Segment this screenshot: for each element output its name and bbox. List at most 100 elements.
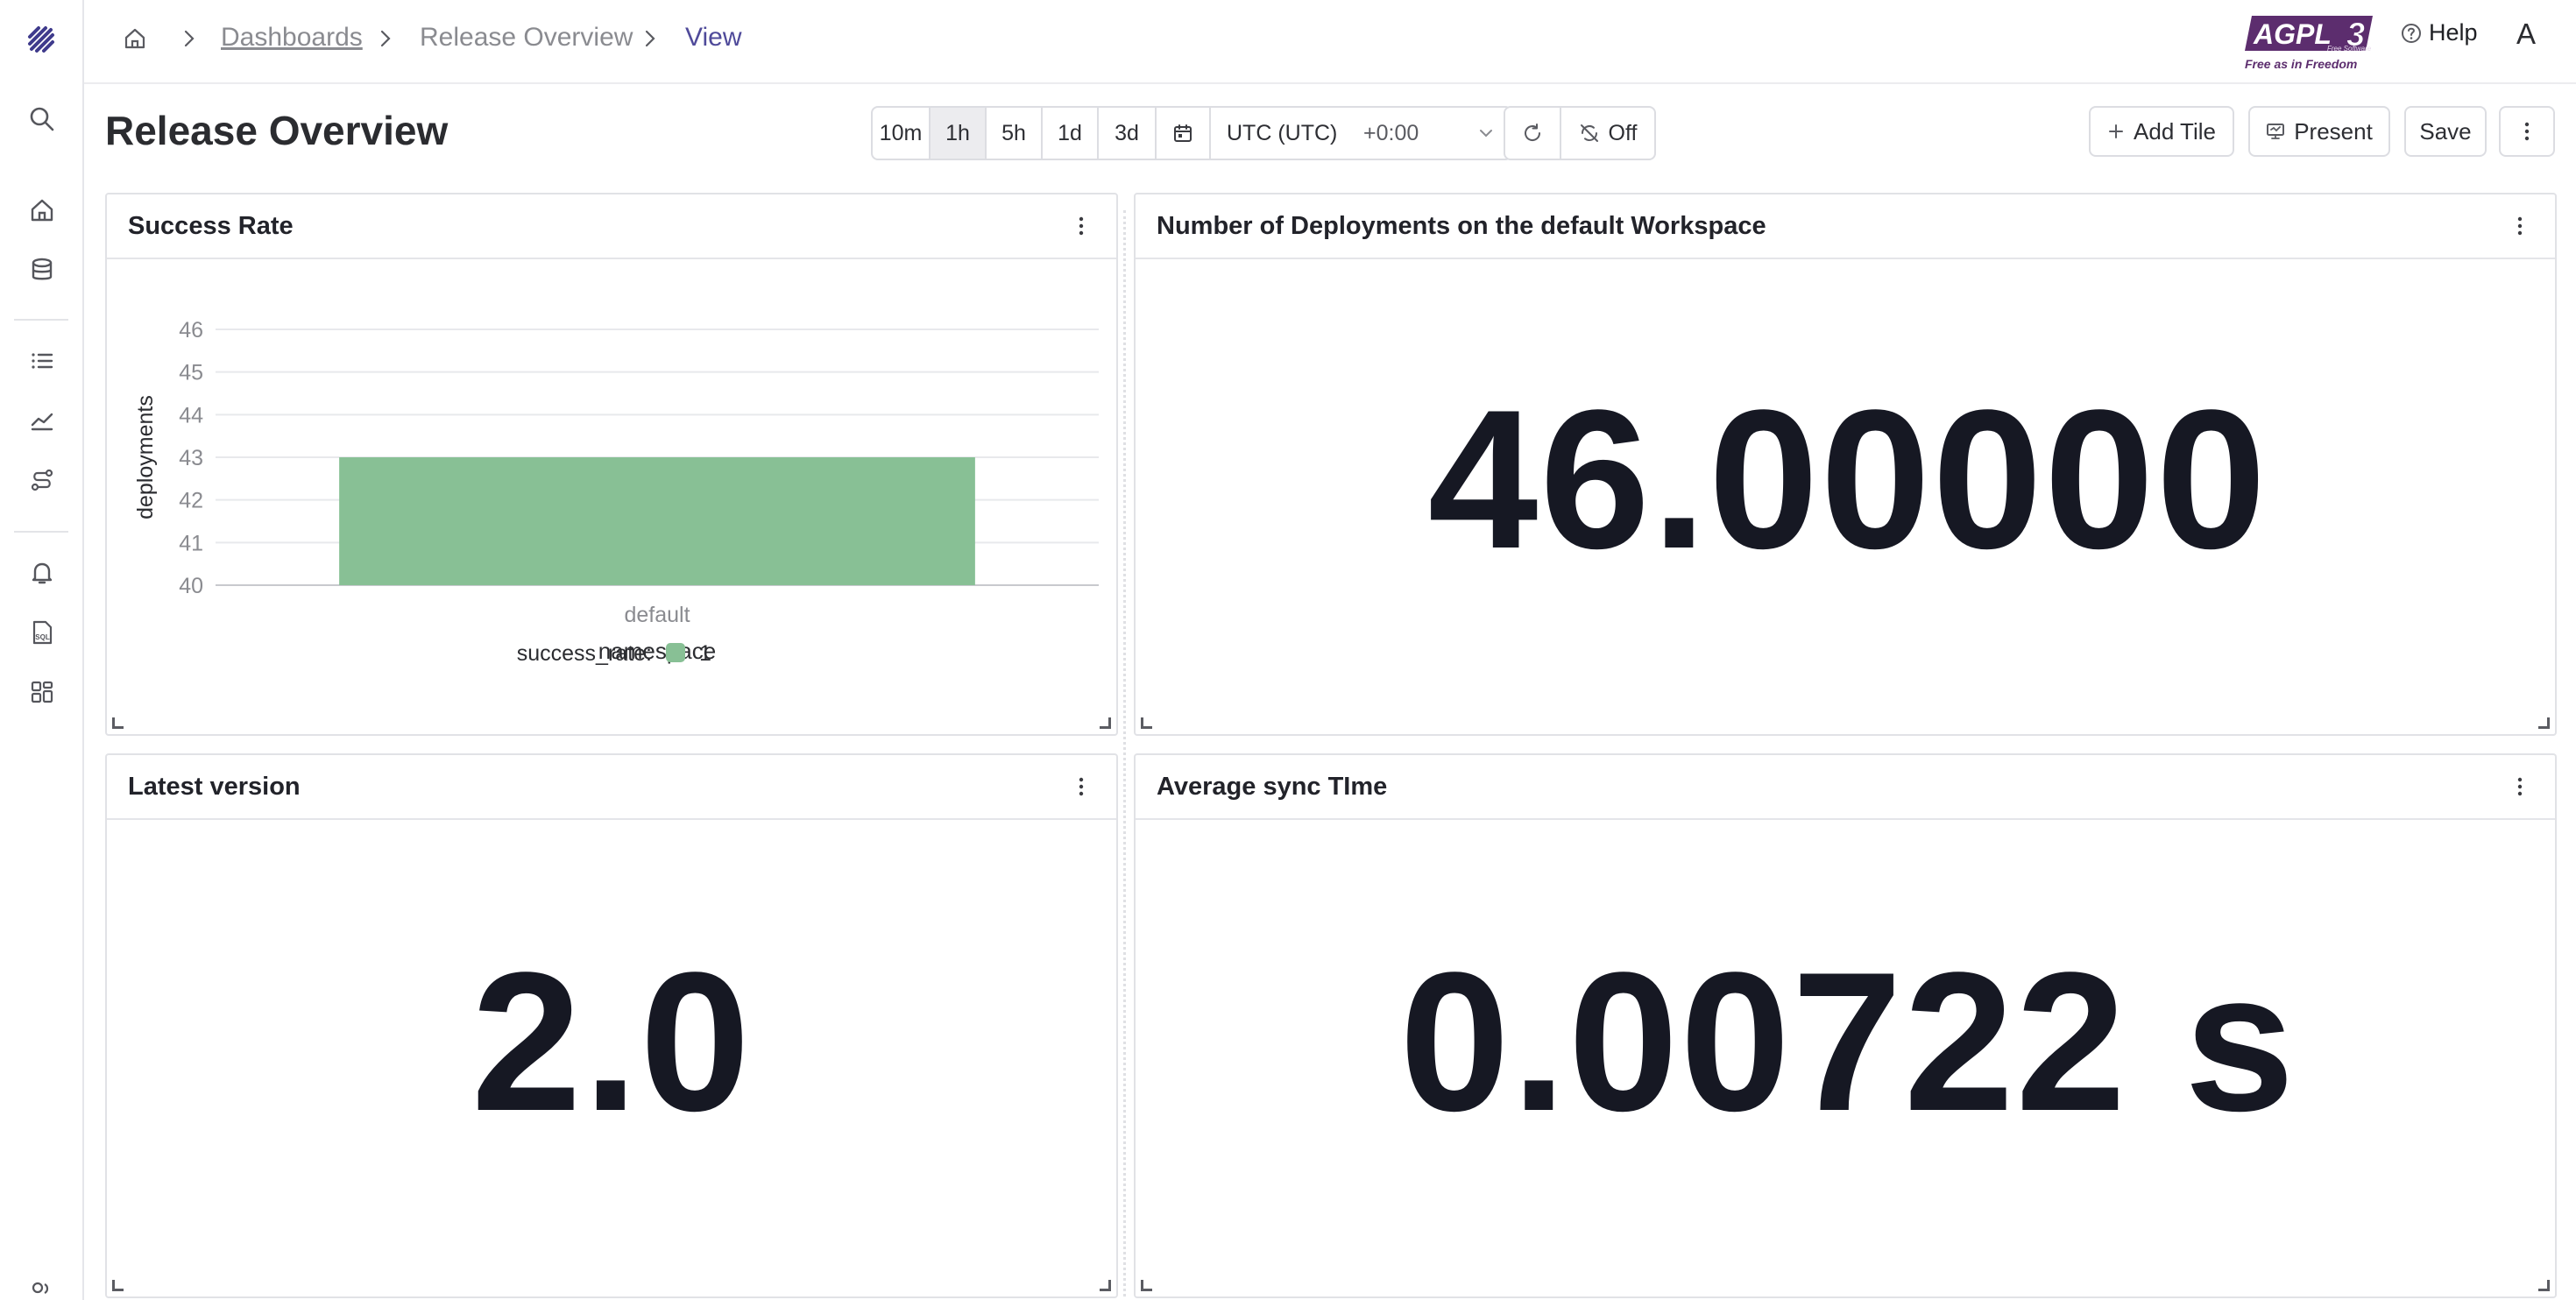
sidebar: SQL <box>0 0 84 1300</box>
kebab-menu-icon[interactable] <box>1071 212 1092 240</box>
agpl-logo-version: 3 <box>2346 17 2365 53</box>
tile-latest-version: Latest version 2.0 <box>105 753 1118 1298</box>
resize-handle[interactable] <box>1100 1280 1111 1291</box>
plus-icon <box>2107 123 2125 140</box>
agpl-logo-line1: Free Software <box>2327 45 2372 53</box>
resize-handle[interactable] <box>2538 1280 2550 1291</box>
add-tile-label: Add Tile <box>2134 117 2216 145</box>
time-range-5h[interactable]: 5h <box>987 108 1043 159</box>
help-circle-icon <box>2401 23 2422 44</box>
time-range-1d[interactable]: 1d <box>1043 108 1099 159</box>
y-axis-label: deployments <box>133 395 158 519</box>
y-tick-label: 40 <box>179 574 203 598</box>
home-icon[interactable] <box>123 26 147 51</box>
page-title: Release Overview <box>105 108 449 153</box>
timezone-label: UTC (UTC) <box>1227 120 1338 145</box>
top-bar: Dashboards Release Overview View AGPL 3 … <box>84 0 2576 84</box>
tile-success-rate: Success Rate 40 41 42 43 44 45 46 default namesp… <box>105 193 1118 736</box>
help-label: Help <box>2429 19 2478 46</box>
refresh-button[interactable] <box>1505 108 1561 159</box>
resize-handle[interactable] <box>2538 717 2550 729</box>
kebab-menu-icon[interactable] <box>2509 773 2530 801</box>
tile-deployments-count: Number of Deployments on the default Wor… <box>1134 193 2557 736</box>
time-range-10m[interactable]: 10m <box>873 108 931 159</box>
x-tick-label: default <box>624 603 690 627</box>
search-icon[interactable] <box>25 102 60 137</box>
chevron-right-icon <box>379 28 393 49</box>
list-icon[interactable] <box>25 343 60 378</box>
bell-icon[interactable] <box>25 555 60 590</box>
breadcrumb-view: View <box>685 23 742 52</box>
big-number-value: 2.0 <box>471 930 753 1152</box>
success-rate-chart: 40 41 42 43 44 45 46 default namespace deployment… <box>133 318 1099 666</box>
user-avatar[interactable]: A <box>2516 18 2537 50</box>
refresh-off-icon <box>1579 123 1600 144</box>
sql-icon[interactable]: SQL <box>25 615 60 650</box>
chevron-right-icon <box>182 28 196 49</box>
app-logo-icon[interactable] <box>25 23 60 58</box>
more-options-button[interactable] <box>2499 106 2555 157</box>
big-number-value: 0.00722 s <box>1399 930 2296 1152</box>
save-button[interactable]: Save <box>2404 106 2487 157</box>
date-picker-button[interactable] <box>1157 108 1211 159</box>
y-tick-label: 41 <box>179 531 203 555</box>
line-chart-icon[interactable] <box>25 403 60 438</box>
big-number-value: 46.00000 <box>1427 368 2268 590</box>
present-button[interactable]: Present <box>2248 106 2390 157</box>
dashboard-grid-icon[interactable] <box>25 675 60 710</box>
x-axis-label: namespace <box>598 638 716 664</box>
database-icon[interactable] <box>25 252 60 287</box>
tile-title: Average sync TIme <box>1157 773 1388 801</box>
agpl-logo: AGPL 3 Free Software Free as in Freedom <box>2243 12 2383 74</box>
tile-column-divider <box>1123 210 1126 1296</box>
svg-text:SQL: SQL <box>35 633 50 641</box>
help-button[interactable]: Help <box>2401 19 2478 46</box>
chevron-right-icon <box>643 28 657 49</box>
y-tick-label: 46 <box>179 318 203 343</box>
resize-handle[interactable] <box>1141 1280 1152 1291</box>
bar <box>339 457 975 585</box>
breadcrumb-release-overview[interactable]: Release Overview <box>420 23 633 52</box>
collapse-sidebar-icon[interactable] <box>25 1277 60 1300</box>
time-range-1h[interactable]: 1h <box>931 108 987 159</box>
timezone-select[interactable]: UTC (UTC) +0:00 <box>1211 108 1511 159</box>
sidebar-divider <box>14 319 68 321</box>
present-label: Present <box>2294 117 2373 145</box>
calendar-icon <box>1172 123 1193 144</box>
time-range-selector: 10m 1h 5h 1d 3d UTC (UTC) +0:00 <box>871 106 1512 160</box>
tile-header: Average sync TIme <box>1136 755 2555 820</box>
refresh-icon <box>1522 123 1543 144</box>
resize-handle[interactable] <box>1100 717 1111 729</box>
y-tick-label: 45 <box>179 361 203 385</box>
agpl-logo-main: AGPL <box>2253 18 2332 50</box>
timezone-offset: +0:00 <box>1363 120 1419 145</box>
tile-title: Success Rate <box>128 212 294 240</box>
tile-header: Number of Deployments on the default Wor… <box>1136 194 2555 259</box>
legend-swatch <box>666 643 685 662</box>
auto-refresh-label: Off <box>1608 120 1638 145</box>
tile-header: Success Rate <box>107 194 1116 259</box>
breadcrumb-dashboards[interactable]: Dashboards <box>221 23 363 52</box>
kebab-menu-icon[interactable] <box>1071 773 1092 801</box>
tile-average-sync-time: Average sync TIme 0.00722 s <box>1134 753 2557 1298</box>
y-tick-label: 43 <box>179 446 203 470</box>
home-icon[interactable] <box>25 193 60 228</box>
resize-handle[interactable] <box>112 1280 124 1291</box>
legend-title: success_rate: <box>517 641 652 666</box>
presentation-icon <box>2266 122 2285 141</box>
kebab-menu-icon[interactable] <box>2509 212 2530 240</box>
resize-handle[interactable] <box>112 717 124 729</box>
chevron-down-icon <box>1477 124 1495 142</box>
time-range-3d[interactable]: 3d <box>1099 108 1157 159</box>
refresh-controls: Off <box>1504 106 1656 160</box>
route-icon[interactable] <box>25 463 60 498</box>
legend-label: 1 <box>699 641 711 666</box>
auto-refresh-toggle[interactable]: Off <box>1561 108 1654 159</box>
y-tick-label: 42 <box>179 489 203 513</box>
add-tile-button[interactable]: Add Tile <box>2089 106 2234 157</box>
resize-handle[interactable] <box>1141 717 1152 729</box>
tile-header: Latest version <box>107 755 1116 820</box>
y-tick-label: 44 <box>179 403 203 427</box>
sidebar-divider <box>14 531 68 533</box>
tile-title: Latest version <box>128 773 301 801</box>
